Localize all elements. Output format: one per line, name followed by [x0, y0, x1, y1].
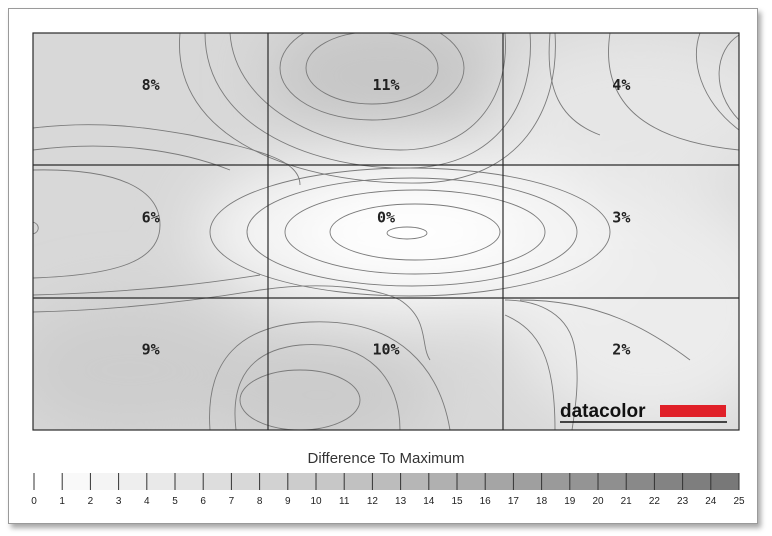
legend-tick-label: 17: [508, 496, 520, 507]
legend-swatch: [62, 473, 91, 490]
legend-swatch: [146, 473, 175, 490]
cell-label-r0-c2: 4%: [612, 76, 630, 94]
legend-tick-label: 20: [592, 496, 604, 507]
legend-swatch: [569, 473, 598, 490]
legend-tick-label: 8: [257, 496, 263, 507]
legend-tick-label: 12: [367, 496, 379, 507]
legend-tick-label: 11: [339, 496, 350, 507]
legend-tick-label: 10: [310, 496, 322, 507]
legend-tick-label: 9: [285, 496, 291, 507]
legend-swatch: [203, 473, 232, 490]
legend-tick-label: 18: [536, 496, 548, 507]
cell-label-r2-c1: 10%: [372, 341, 399, 359]
legend-tick-label: 6: [200, 496, 206, 507]
legend-tick-label: 1: [59, 496, 65, 507]
legend-swatch: [175, 473, 204, 490]
legend-tick-label: 4: [144, 496, 150, 507]
legend-swatch: [626, 473, 655, 490]
legend-tick-label: 16: [480, 496, 492, 507]
legend-tick-label: 23: [677, 496, 689, 507]
legend-swatch: [654, 473, 683, 490]
zone-grid: [33, 33, 739, 430]
legend-swatch: [710, 473, 739, 490]
legend-swatch: [34, 473, 63, 490]
legend-tick-label: 2: [88, 496, 94, 507]
cell-labels: 8% 11% 4% 6% 0% 3% 9% 10% 2%: [142, 76, 631, 359]
datacolor-logo: datacolor: [560, 401, 727, 423]
cell-label-r0-c1: 11%: [372, 76, 399, 94]
legend-tick-label: 13: [395, 496, 407, 507]
legend-swatch: [344, 473, 373, 490]
legend-swatch: [372, 473, 401, 490]
legend-tick-label: 19: [564, 496, 576, 507]
legend-tick-label: 22: [649, 496, 661, 507]
cell-label-r1-c0: 6%: [142, 208, 160, 226]
plot-area: [33, 33, 739, 430]
datacolor-logo-text: datacolor: [560, 401, 646, 422]
legend-tick-label: 24: [705, 496, 717, 507]
datacolor-logo-bar: [660, 405, 726, 417]
legend-swatch: [118, 473, 147, 490]
legend-swatch: [316, 473, 345, 490]
legend-swatch: [513, 473, 542, 490]
cell-label-r1-c1: 0%: [377, 208, 395, 226]
legend-swatch: [259, 473, 288, 490]
legend-tick-label: 3: [116, 496, 122, 507]
legend-tick-label: 21: [621, 496, 633, 507]
plot-border: [32, 32, 740, 431]
legend-swatch: [287, 473, 316, 490]
legend-swatch: [485, 473, 514, 490]
contour-lines: [33, 33, 739, 430]
legend-swatch: [541, 473, 570, 490]
legend-swatch: [231, 473, 260, 490]
legend-swatch: [457, 473, 486, 490]
cell-label-r1-c2: 3%: [612, 208, 630, 226]
legend-tick-label: 7: [229, 496, 235, 507]
legend-swatch: [598, 473, 627, 490]
cell-label-r2-c0: 9%: [142, 341, 160, 359]
legend-swatch: [90, 473, 119, 490]
legend-tick-label: 15: [451, 496, 463, 507]
cell-label-r2-c2: 2%: [612, 341, 630, 359]
legend-swatch: [400, 473, 429, 490]
legend-swatch: [428, 473, 457, 490]
legend-tick-label: 5: [172, 496, 178, 507]
legend-title: Difference To Maximum: [307, 450, 464, 467]
legend-tick-label: 25: [733, 496, 745, 507]
cell-label-r0-c0: 8%: [142, 76, 160, 94]
legend-tick-label: 14: [423, 496, 435, 507]
legend-tick-label: 0: [31, 496, 37, 507]
legend-swatch: [682, 473, 711, 490]
color-legend: 0 1 2 3 4 5 6 7 8 9 10 11 12 13 14 15 16 17 18 19 20 21 22 23 24…: [31, 473, 745, 507]
